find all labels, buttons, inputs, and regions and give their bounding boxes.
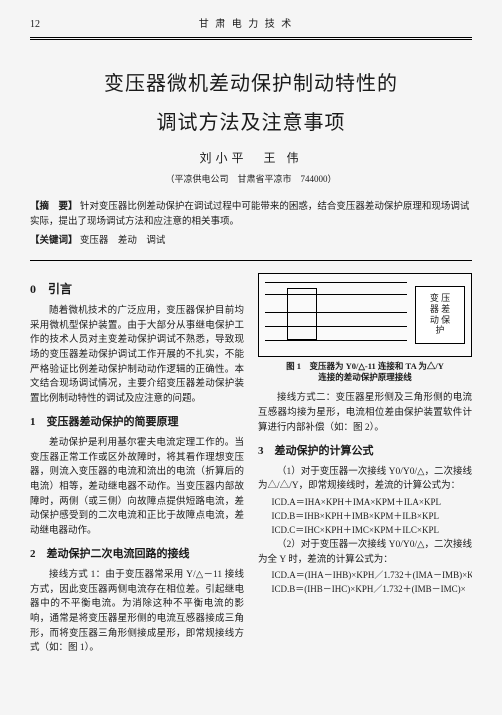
authors: 刘小平 王 伟 (30, 150, 472, 167)
figure-1-side-l2: 器 差 (430, 304, 450, 315)
page-header: 12 甘 肃 电 力 技 术 (30, 18, 472, 35)
formula-1: ICD.A＝IHA×KPH＋IMA×KPM＋ILA×KPL (258, 496, 472, 510)
affiliation: （平凉供电公司 甘肃省平凉市 744000） (30, 173, 472, 186)
section-3-title: 3 差动保护的计算公式 (258, 444, 472, 460)
figure-1-side-l3: 动 保 (430, 315, 450, 326)
section-2-title: 2 差动保护二次电流回路的接线 (30, 547, 244, 563)
two-column-layout: 0 引言 随着微机技术的广泛应用，变压器保护目前均采用微机型保护装置。由于大部分… (30, 273, 472, 659)
section-2-para: 接线方式 1：由于变压器常采用 Y/△－11 接线方式，因此变压器两侧电流存在相… (30, 568, 244, 656)
paper-title-line2: 调试方法及注意事项 (30, 109, 472, 138)
left-column: 0 引言 随着微机技术的广泛应用，变压器保护目前均采用微机型保护装置。由于大部分… (30, 273, 244, 659)
right-para-3: （2）对于变压器一次接线 Y0/Y0/△，二次接线为全 Y 时，差流的计算公式为… (258, 538, 472, 567)
abstract: 【摘 要】 针对变压器比例差动保护在调试过程中可能带来的困惑，结合变压器差动保护… (30, 200, 472, 230)
figure-1-side-l1: 变 压 (430, 293, 450, 304)
header-rule-thick (30, 37, 472, 38)
page-number: 12 (30, 18, 40, 33)
figure-1: 变 压 器 差 动 保 护 (258, 273, 472, 357)
section-0-title: 0 引言 (30, 281, 244, 298)
figure-1-caption: 图 1 变压器为 Y0/△-11 连接和 TA 为△/Y 连接的差动保护原理接线 (258, 361, 472, 384)
formula-5: ICD.B＝(IHB－IHC)×KPH／1.732＋(IMB－IMC)× (258, 583, 472, 597)
section-0-para: 随着微机技术的广泛应用，变压器保护目前均采用微机型保护装置。由于大部分从事继电保… (30, 304, 244, 407)
header-rule-thin (30, 39, 472, 40)
formula-4: ICD.A＝(IHA－IHB)×KPH／1.732＋(IMA－IMB)×KPM/… (258, 569, 472, 583)
section-1-title: 1 变压器差动保护的简要原理 (30, 415, 244, 431)
figure-1-caption-l1: 图 1 变压器为 Y0/△-11 连接和 TA 为△/Y (258, 361, 472, 372)
figure-1-side-l4: 护 (435, 325, 444, 336)
right-para-2: （1）对于变压器一次接线 Y0/Y0/△，二次接线为△/△/Y，即常规接线时，差… (258, 465, 472, 494)
journal-name: 甘 肃 电 力 技 术 (199, 18, 294, 33)
paper-title-line1: 变压器微机差动保护制动特性的 (30, 70, 472, 99)
keywords-label: 【关键词】 (30, 236, 78, 246)
right-column: 变 压 器 差 动 保 护 图 1 变压器为 Y0/△-11 连接和 TA 为△… (258, 273, 472, 659)
formula-2: ICD.B＝IHB×KPH＋IMB×KPM＋ILB×KPL (258, 510, 472, 524)
figure-1-caption-l2: 连接的差动保护原理接线 (258, 372, 472, 383)
abstract-divider (30, 260, 472, 261)
figure-1-relay-box: 变 压 器 差 动 保 护 (415, 286, 465, 344)
keywords-text: 变压器 差动 调试 (80, 236, 166, 246)
formula-3: ICD.C＝IHC×KPH＋IMC×KPM＋ILC×KPL (258, 524, 472, 538)
right-para-1: 接线方式二：变压器星形侧及三角形侧的电流互感器均接为星形，电流相位差由保护装置软… (258, 391, 472, 435)
keywords: 【关键词】 变压器 差动 调试 (30, 234, 472, 249)
abstract-label: 【摘 要】 (30, 202, 78, 212)
section-1-para: 差动保护是利用基尔霍夫电流定理工作的。当变压器正常工作或区外故障时，将其看作理想… (30, 436, 244, 539)
abstract-text: 针对变压器比例差动保护在调试过程中可能带来的困惑，结合变压器差动保护原理和现场调… (30, 202, 469, 227)
